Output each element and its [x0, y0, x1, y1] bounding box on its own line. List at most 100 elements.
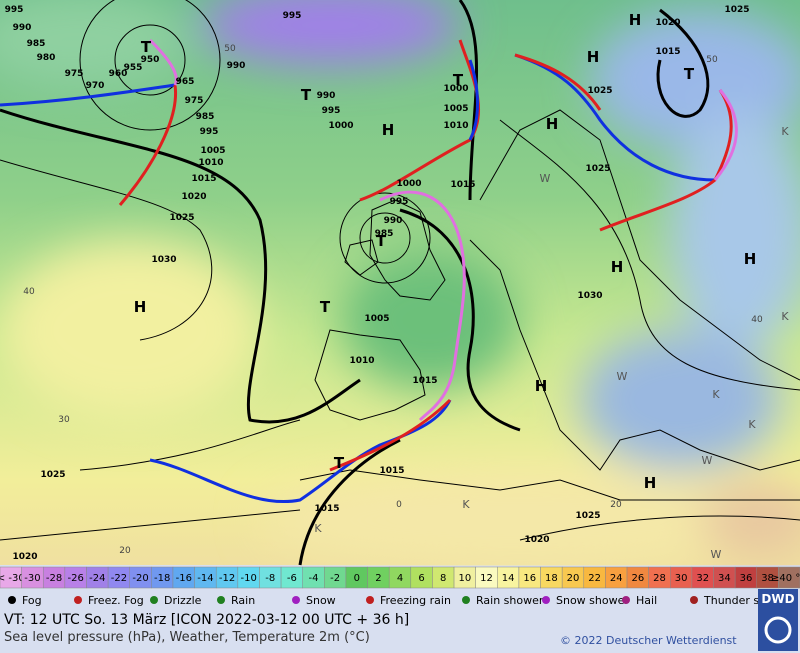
fronts [0, 38, 738, 503]
airmass-label: W [702, 454, 713, 467]
isobar-label: 990 [384, 216, 403, 226]
pressure-centre: T [376, 232, 387, 250]
isobar-label: 1025 [585, 164, 610, 174]
isobar-label: 955 [124, 63, 143, 73]
scale-label: 12 [480, 573, 493, 584]
pressure-centre: H [744, 250, 757, 268]
isobar-label: 1000 [396, 179, 421, 189]
scale-label: -14 [197, 573, 213, 584]
scale-label: 38 [761, 573, 774, 584]
isobar-label: 1020 [524, 535, 549, 545]
scale-label: 34 [718, 573, 731, 584]
dwd-logo-mark [764, 616, 792, 644]
scale-label: < -30 [0, 573, 25, 584]
scale-label: 6 [418, 573, 424, 584]
isobar-label: 1025 [587, 86, 612, 96]
isobar-label: 995 [390, 197, 409, 207]
isobar-label: 985 [375, 229, 394, 239]
isobar-label: 1010 [443, 121, 468, 131]
isobar-label: 995 [322, 106, 341, 116]
legend-icon [690, 596, 698, 604]
isobar-label: 990 [227, 61, 246, 71]
isobar-label: 950 [141, 55, 160, 65]
isobar-label: 975 [185, 96, 204, 106]
scale-label: 30 [675, 573, 688, 584]
legend-icon [462, 596, 470, 604]
scale-label: 2 [375, 573, 381, 584]
temperature-label: 20 [119, 546, 131, 556]
scale-label: 32 [696, 573, 709, 584]
scale-label: -26 [68, 573, 84, 584]
pressure-centre: T [141, 38, 152, 56]
isobar-label: 1005 [443, 104, 468, 114]
scale-label: 18 [545, 573, 558, 584]
isobar-label: 1020 [181, 192, 206, 202]
isobars [0, 0, 800, 566]
isobar-label: 1000 [328, 121, 353, 131]
isobar-label: 975 [65, 69, 84, 79]
scale-label: -16 [176, 573, 192, 584]
scale-label: -10 [240, 573, 256, 584]
isobar-label: 1015 [412, 376, 437, 386]
temperature-label: 40 [23, 287, 35, 297]
isobar-label: 1025 [169, 213, 194, 223]
airmass-label: W [617, 370, 628, 383]
temperature-label: 30 [58, 415, 70, 425]
isobar-label: 1015 [450, 180, 475, 190]
scale-label: 10 [458, 573, 471, 584]
isobar-label: 1005 [364, 314, 389, 324]
scale-label: -30 [24, 573, 40, 584]
legend-label: Rain shower [476, 594, 544, 607]
legend-label: Drizzle [164, 594, 202, 607]
pressure-centre: T [684, 65, 695, 83]
scale-label: ≥40 °C [771, 573, 800, 584]
temperature-label: 50 [706, 55, 718, 65]
scale-label: 26 [631, 573, 644, 584]
scale-label: 20 [567, 573, 580, 584]
isobar-label: 990 [317, 91, 336, 101]
scale-label: 0 [354, 573, 360, 584]
isobar-label: 1010 [198, 158, 223, 168]
pressure-centre: T [320, 298, 331, 316]
pressure-centre: T [301, 86, 312, 104]
legend-label: Hail [636, 594, 657, 607]
scale-label: 16 [523, 573, 536, 584]
isobar-label: 995 [5, 5, 24, 15]
isobar-label: 1025 [40, 470, 65, 480]
legend-icon [366, 596, 374, 604]
scale-label: -2 [330, 573, 340, 584]
pressure-centre: H [611, 258, 624, 276]
pressure-centre: T [453, 71, 464, 89]
isobar-label: 1015 [191, 174, 216, 184]
scale-label: 22 [588, 573, 601, 584]
scale-label: 4 [397, 573, 403, 584]
legend-icon [74, 596, 82, 604]
scale-label: -12 [219, 573, 235, 584]
legend-icon [622, 596, 630, 604]
scale-label: -24 [89, 573, 105, 584]
isobar-label: 1005 [200, 146, 225, 156]
scale-label: -8 [265, 573, 275, 584]
temperature-label: 50 [224, 44, 236, 54]
scale-label: 36 [740, 573, 753, 584]
temperature-label: 20 [610, 500, 622, 510]
isobar-label: 980 [37, 53, 56, 63]
isobar-label: 965 [176, 77, 195, 87]
scale-label: -28 [46, 573, 62, 584]
isobar-label: 1030 [151, 255, 176, 265]
isobar-label: 1030 [577, 291, 602, 301]
pressure-centre: T [334, 454, 345, 472]
pressure-centre: H [587, 48, 600, 66]
scale-label: 24 [610, 573, 623, 584]
isobar-label: 960 [109, 69, 128, 79]
scale-label: -18 [154, 573, 170, 584]
pressure-centre: H [644, 474, 657, 492]
isobar-label: 970 [86, 81, 105, 91]
airmass-label: K [748, 418, 756, 431]
scale-label: -6 [287, 573, 297, 584]
airmass-label: K [712, 388, 720, 401]
map-description: Sea level pressure (hPa), Weather, Tempe… [4, 630, 370, 645]
legend-label: Fog [22, 594, 42, 607]
isobar-label: 995 [200, 127, 219, 137]
